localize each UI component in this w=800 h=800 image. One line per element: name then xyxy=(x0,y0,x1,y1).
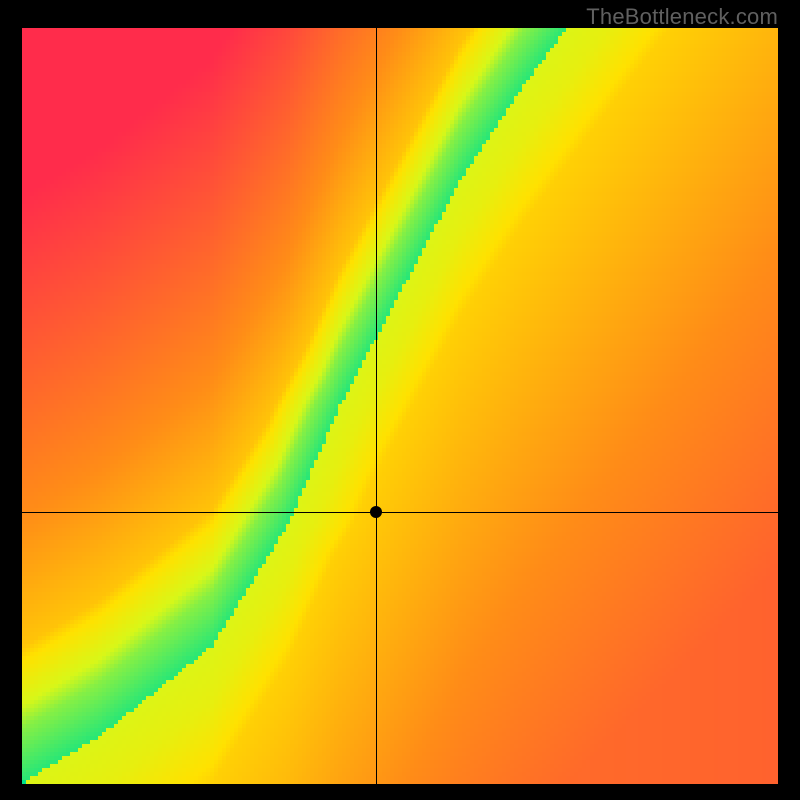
selection-marker xyxy=(370,506,382,518)
crosshair-vertical xyxy=(376,28,377,784)
watermark-text: TheBottleneck.com xyxy=(586,4,778,30)
bottleneck-heatmap xyxy=(22,28,778,784)
crosshair-horizontal xyxy=(22,512,778,513)
heatmap-canvas xyxy=(22,28,778,784)
